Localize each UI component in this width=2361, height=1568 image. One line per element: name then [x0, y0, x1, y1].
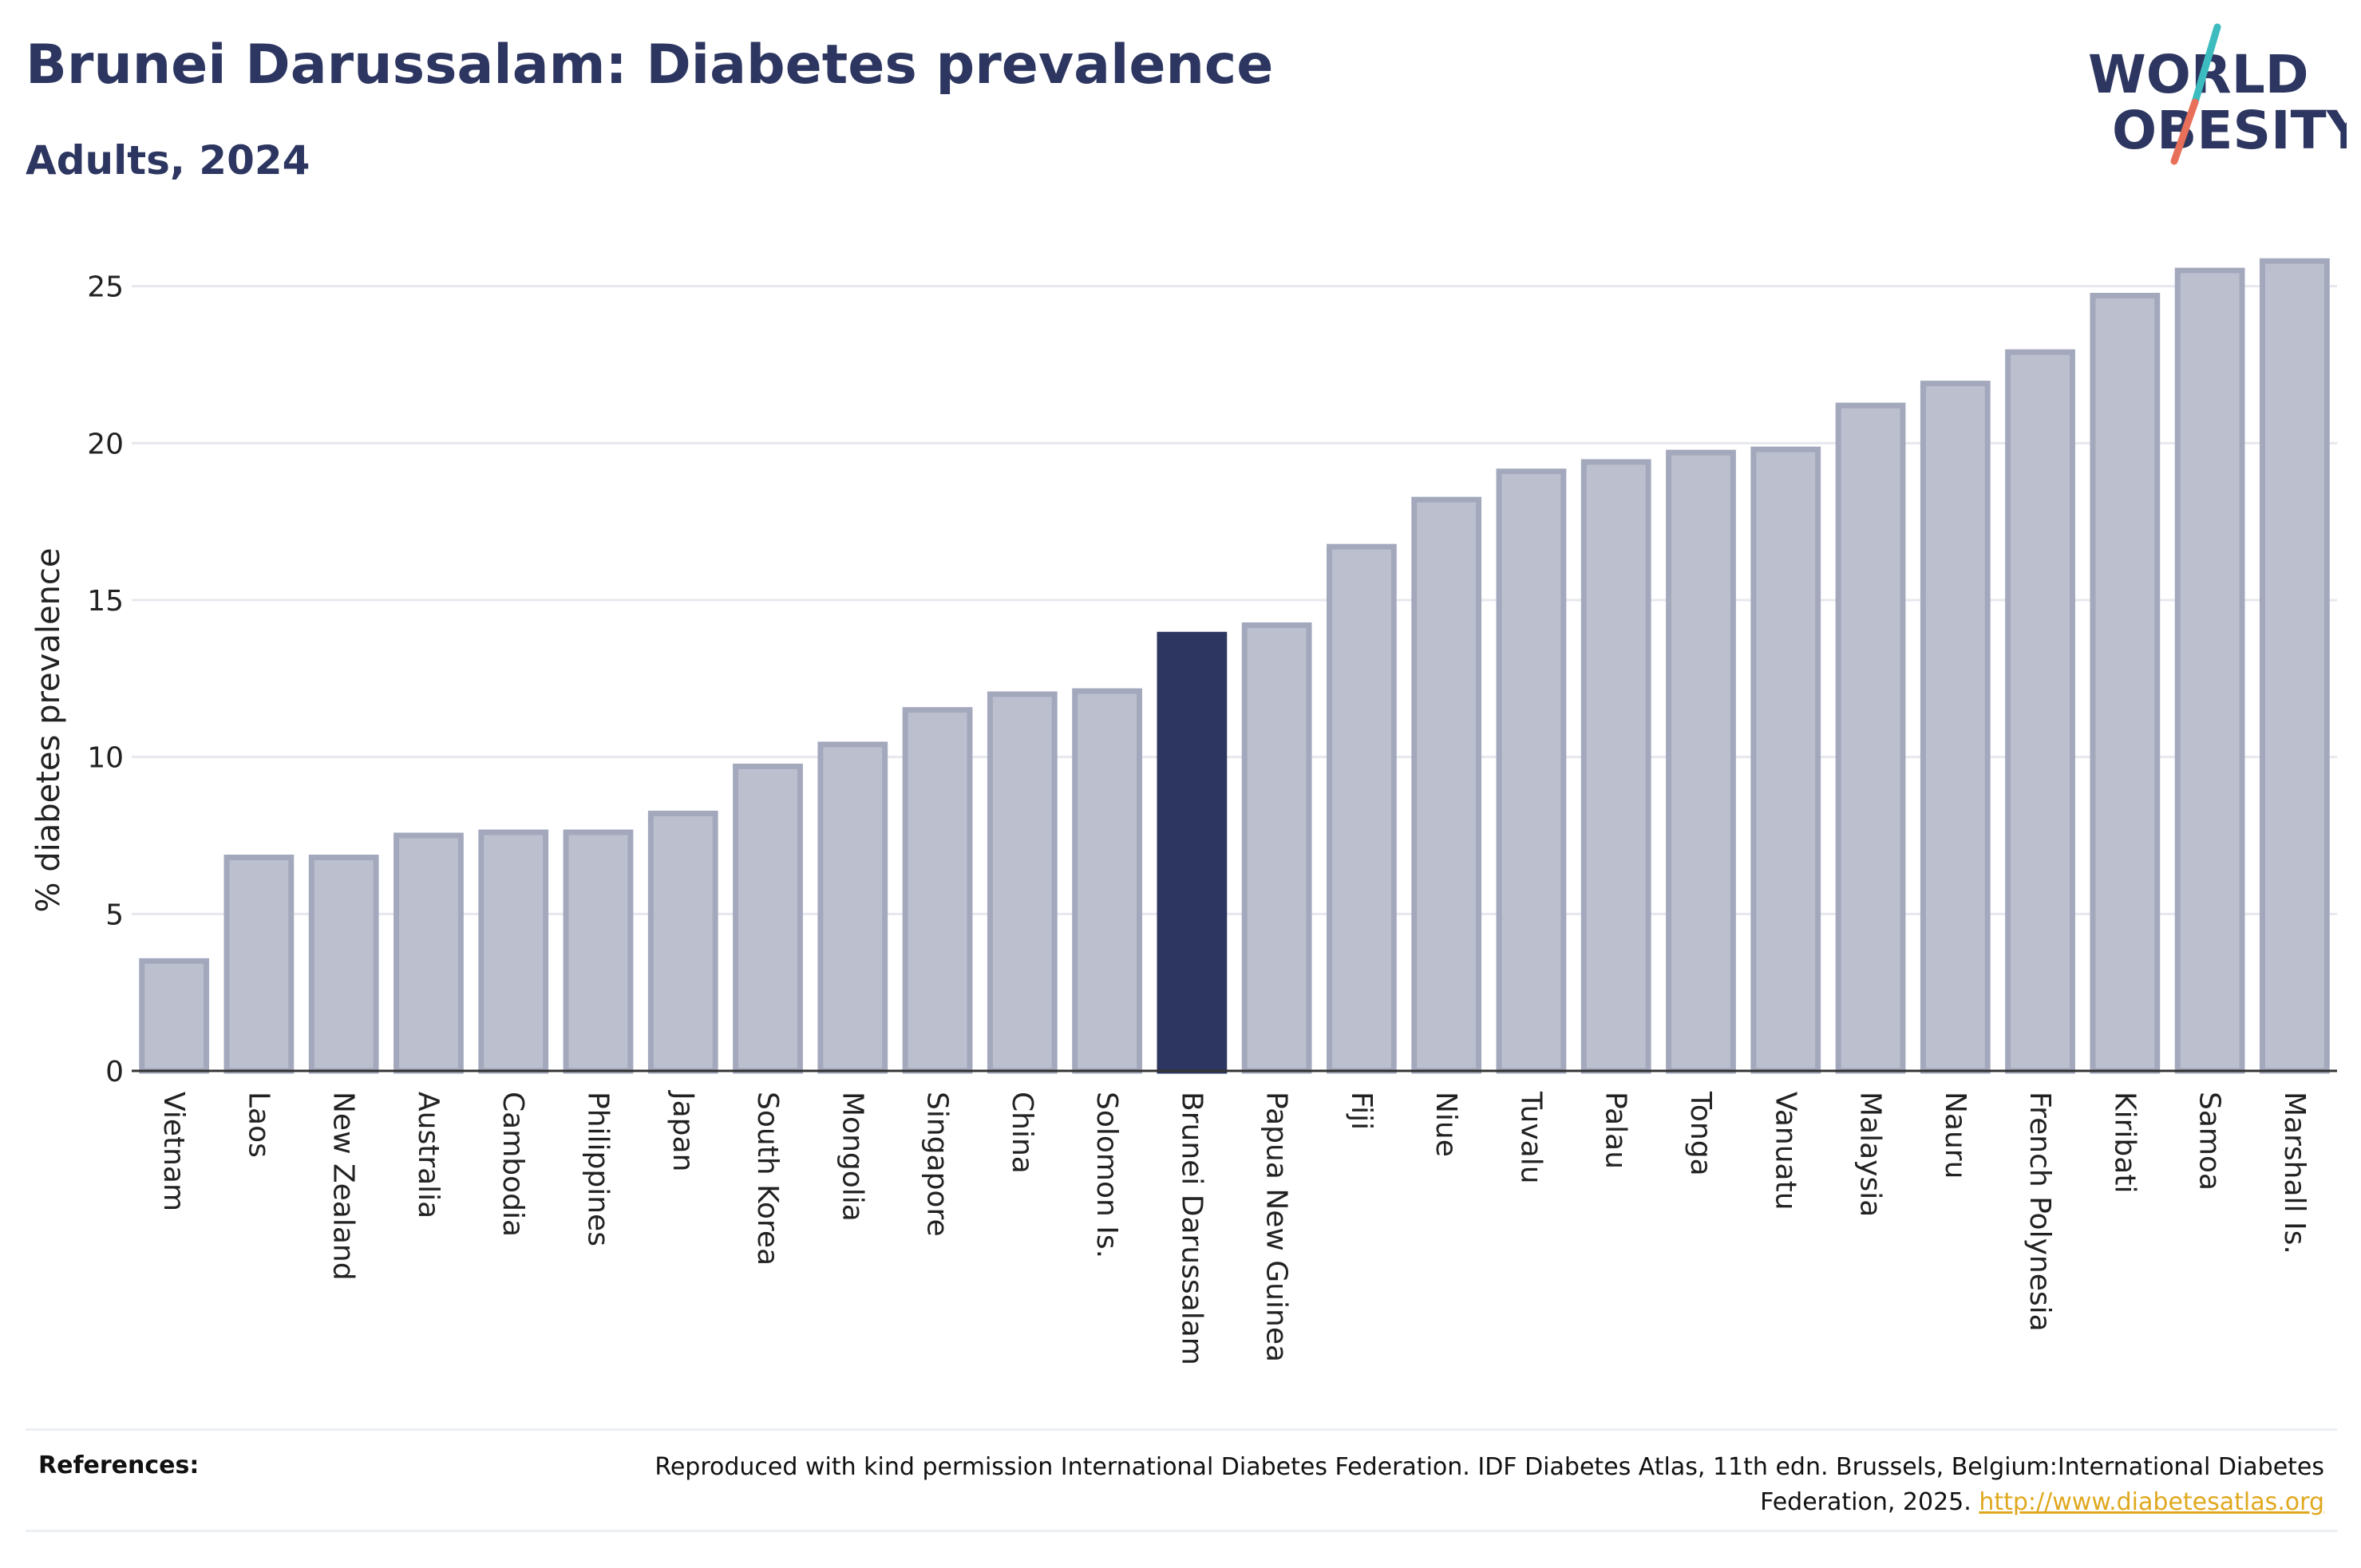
x-tick-label: Australia [412, 1092, 445, 1218]
y-tick-label: 15 [87, 585, 124, 618]
y-tick-label: 25 [87, 271, 124, 304]
bar [1580, 459, 1651, 1074]
x-tick-label: China [1006, 1092, 1038, 1174]
x-tick-label: Mongolia [836, 1092, 868, 1222]
x-tick-label: Tonga [1684, 1091, 1717, 1176]
bar [817, 741, 888, 1074]
bar [1327, 543, 1397, 1074]
x-tick-label: South Korea [751, 1092, 784, 1266]
bar [1072, 688, 1142, 1074]
x-tick-label: Philippines [581, 1092, 614, 1246]
bar [394, 832, 464, 1074]
bar [2090, 292, 2161, 1074]
y-axis-label: % diabetes prevalence [30, 547, 67, 912]
x-tick-label: Singapore [921, 1092, 954, 1237]
logo-slash-red [2170, 98, 2199, 165]
logo-slash-teal [2191, 23, 2221, 106]
bar [478, 829, 549, 1074]
bar [1920, 381, 1991, 1074]
bar [139, 958, 210, 1074]
bar [223, 855, 295, 1074]
x-tick-label: Marshall Is. [2278, 1092, 2311, 1254]
bar [563, 829, 634, 1074]
references-label: References: [38, 1451, 200, 1479]
bar [2005, 349, 2075, 1074]
chart-subtitle: Adults, 2024 [26, 137, 310, 184]
references-text-block: Reproduced with kind permission Internat… [568, 1450, 2324, 1520]
y-tick-label: 10 [87, 742, 124, 775]
x-tick-label: Niue [1430, 1092, 1462, 1157]
x-tick-label: Malaysia [1854, 1092, 1887, 1217]
x-tick-label: Nauru [1939, 1092, 1971, 1179]
x-tick-label: Fiji [1345, 1092, 1378, 1130]
bar [1835, 402, 1906, 1074]
references-panel: References: Reproduced with kind permiss… [26, 1428, 2337, 1532]
x-tick-label: Brunei Darussalam [1175, 1092, 1208, 1365]
x-tick-label: Papua New Guinea [1260, 1092, 1293, 1362]
x-tick-label: Laos [242, 1092, 275, 1158]
bar [647, 810, 718, 1074]
chart-title: Brunei Darussalam: Diabetes prevalence [26, 34, 1274, 97]
y-tick-label: 0 [105, 1056, 124, 1088]
bar [1241, 622, 1312, 1074]
bar-chart: 0 5 10 15 20 25 Vietnam Laos New Zealand Austral… [30, 258, 2337, 1365]
y-tick-label: 20 [87, 428, 124, 460]
x-tick-label: Solomon Is. [1090, 1092, 1123, 1258]
x-tick-label: Japan [666, 1090, 699, 1171]
x-tick-label: New Zealand [327, 1092, 360, 1281]
bar [2259, 258, 2330, 1074]
bars [139, 258, 2330, 1074]
x-tick-label: Samoa [2193, 1092, 2226, 1191]
references-text: Reproduced with kind permission Internat… [655, 1453, 2324, 1516]
references-link[interactable]: http://www.diabetesatlas.org [1979, 1488, 2324, 1516]
x-tick-label: Tuvalu [1514, 1091, 1547, 1184]
bar-highlight [1157, 631, 1228, 1074]
y-tick-labels: 0 5 10 15 20 25 [87, 271, 124, 1088]
x-tick-label: Vanuatu [1769, 1092, 1801, 1211]
x-tick-label: Palau [1600, 1092, 1632, 1169]
bar [1750, 446, 1821, 1074]
world-obesity-logo: WORLD OBESITY [2088, 23, 2347, 165]
bar [987, 691, 1058, 1074]
x-tick-labels: Vietnam Laos New Zealand Australia Cambodia P… [157, 1090, 2311, 1365]
bar [1666, 449, 1736, 1074]
x-tick-label: French Polynesia [2023, 1092, 2056, 1332]
x-tick-label: Kiribati [2108, 1092, 2141, 1193]
x-tick-label: Cambodia [496, 1092, 529, 1237]
y-tick-label: 5 [105, 899, 124, 931]
bar [1411, 496, 1482, 1074]
bar [733, 763, 803, 1074]
x-tick-label: Vietnam [157, 1092, 190, 1211]
bar [902, 707, 973, 1074]
logo-line2: OBESITY [2112, 100, 2347, 161]
bar [2174, 267, 2245, 1074]
bar [308, 855, 379, 1074]
bar [1496, 468, 1567, 1074]
